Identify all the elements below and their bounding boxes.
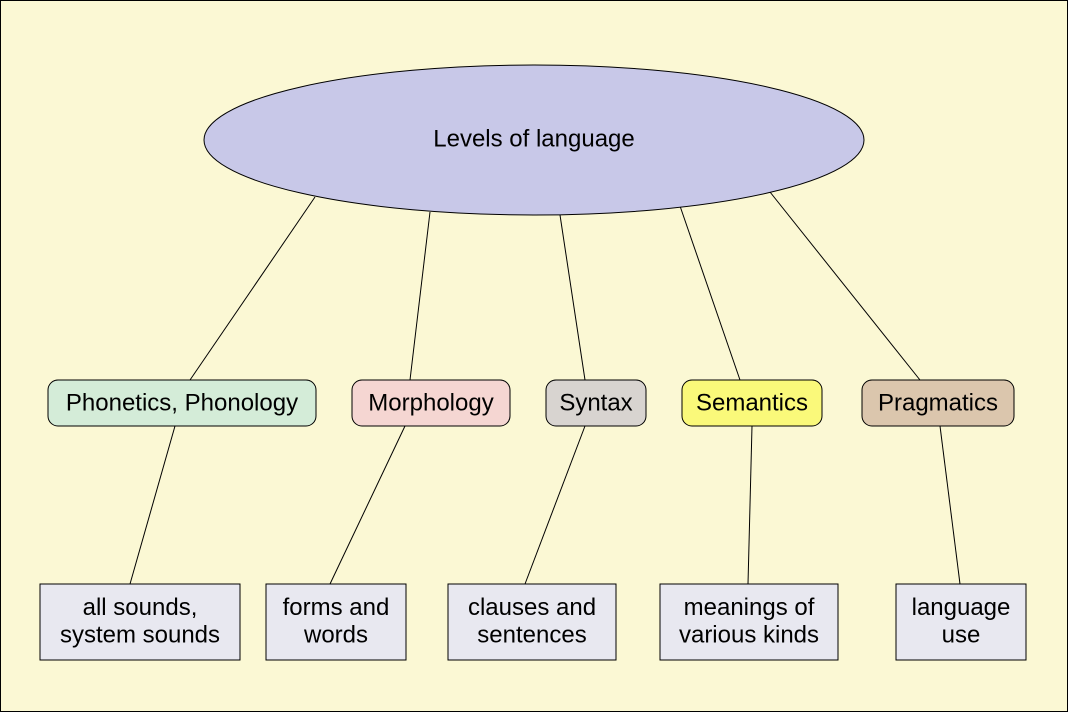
- leaf-node-l-morph: forms andwords: [266, 584, 406, 660]
- leaf-node-label: meanings ofvarious kinds: [679, 594, 819, 649]
- leaf-node-l-prag: languageuse: [896, 584, 1026, 660]
- root-node-label: Levels of language: [433, 125, 635, 152]
- mid-node-semantics: Semantics: [682, 380, 822, 426]
- leaf-node-l-phon: all sounds,system sounds: [40, 584, 240, 660]
- mid-node-label: Phonetics, Phonology: [66, 389, 298, 416]
- mid-node-label: Syntax: [559, 389, 632, 416]
- leaf-node-label: all sounds,system sounds: [60, 594, 220, 649]
- leaf-node-l-sem: meanings ofvarious kinds: [660, 584, 838, 660]
- leaf-node-l-syn: clauses andsentences: [448, 584, 616, 660]
- mid-node-label: Pragmatics: [878, 389, 998, 416]
- mid-node-phonetics: Phonetics, Phonology: [48, 380, 316, 426]
- mid-node-syntax: Syntax: [546, 380, 646, 426]
- levels-of-language-diagram: Levels of language Phonetics, Phonology M…: [0, 0, 1068, 712]
- mid-node-label: Morphology: [368, 389, 493, 416]
- mid-node-pragmatics: Pragmatics: [862, 380, 1014, 426]
- mid-node-label: Semantics: [696, 389, 808, 416]
- leaf-node-label: clauses andsentences: [468, 594, 596, 649]
- mid-node-morphology: Morphology: [352, 380, 510, 426]
